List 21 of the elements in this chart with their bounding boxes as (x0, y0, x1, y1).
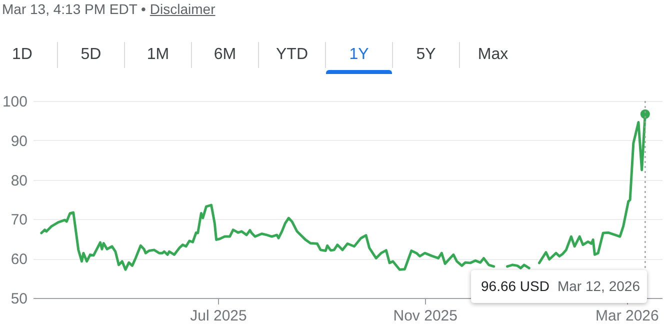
y-tick-label: 90 (10, 132, 28, 150)
text: Mar 13, 4:13 PM EDT • (2, 1, 146, 17)
x-tick-label: Mar 2026 (595, 308, 659, 324)
y-tick-label: 100 (2, 94, 28, 110)
text: 5D (57, 42, 124, 68)
text: 1Y (325, 42, 392, 68)
text: Disclaimer (150, 1, 216, 17)
text: 1D (11, 45, 34, 65)
x-tick-label: Nov 2025 (393, 308, 458, 324)
text: 1M (124, 42, 191, 68)
y-tick-label: 70 (10, 212, 28, 229)
y-tick-label: 60 (10, 251, 28, 268)
y-tick-label: 80 (10, 172, 28, 190)
text: 5Y (392, 42, 459, 68)
x-tick-label: Jul 2025 (190, 308, 247, 324)
annotation: 96.66 USD (481, 278, 550, 294)
text: 6M (191, 42, 258, 68)
text: Max (459, 42, 526, 68)
y-tick-label: 50 (10, 290, 28, 308)
annotation: Mar 12, 2026 (557, 278, 640, 294)
text: YTD (258, 42, 325, 68)
